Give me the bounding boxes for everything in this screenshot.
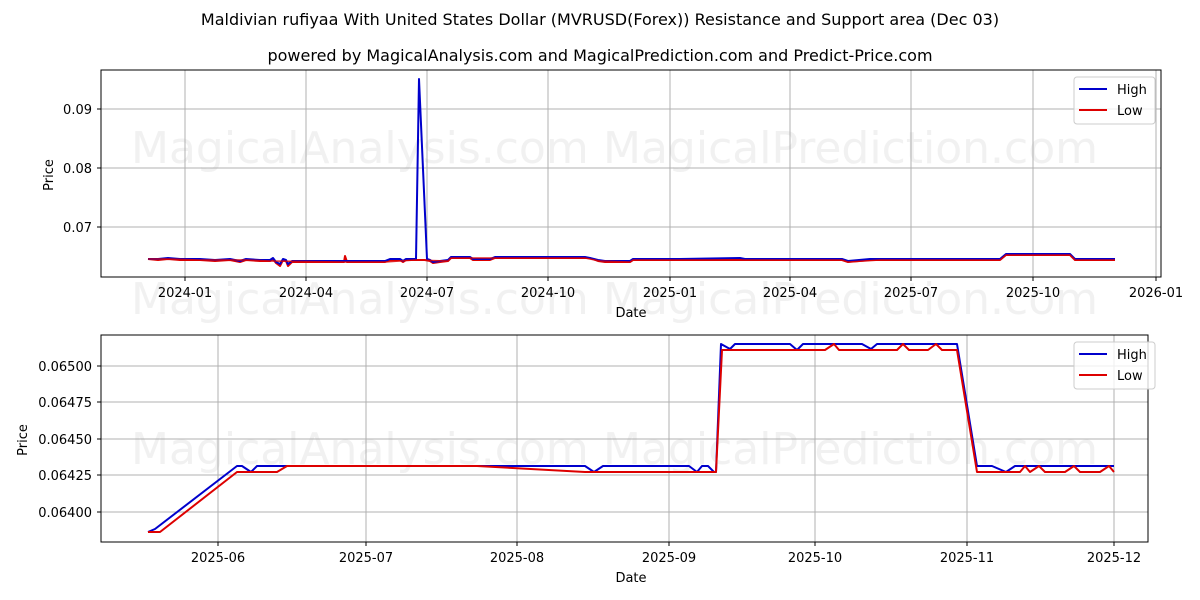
watermark: MagicalPrediction.com (603, 123, 1098, 174)
bottom-y-tick: 0.06425 (38, 469, 92, 484)
top-x-axis-label: Date (615, 306, 646, 321)
bottom-x-tick: 2025-10 (788, 551, 842, 566)
top-chart: MagicalAnalysis.com MagicalPrediction.co… (42, 69, 1183, 325)
top-legend: High Low (1073, 76, 1156, 125)
watermark: MagicalAnalysis.com (131, 123, 589, 174)
top-x-tick: 2024-01 (158, 286, 212, 301)
top-y-tick: 0.08 (63, 162, 92, 177)
watermark: MagicalAnalysis.com (131, 274, 589, 325)
bottom-x-tick: 2025-12 (1087, 551, 1141, 566)
watermark: MagicalAnalysis.com (131, 424, 589, 475)
legend-high-label: High (1117, 348, 1147, 363)
top-grid (101, 70, 1161, 277)
top-x-tick: 2026-01 (1129, 286, 1183, 301)
bottom-x-tick: 2025-11 (940, 551, 994, 566)
legend-high-label: High (1117, 83, 1147, 98)
bottom-x-tick: 2025-08 (490, 551, 544, 566)
top-x-tick: 2024-10 (521, 286, 575, 301)
bottom-y-tick: 0.06400 (38, 506, 92, 521)
bottom-legend: High Low (1073, 341, 1156, 390)
bottom-y-tick: 0.06500 (38, 360, 92, 375)
bottom-low-line (148, 343, 1115, 533)
bottom-chart: MagicalAnalysis.com MagicalPrediction.co… (16, 334, 1156, 586)
top-low-overlay (148, 254, 1115, 263)
top-x-tick: 2025-04 (763, 286, 817, 301)
top-x-tick: 2024-07 (400, 286, 454, 301)
top-y-tick: 0.09 (63, 103, 92, 118)
bottom-y-tick: 0.06450 (38, 433, 92, 448)
chart-subtitle: powered by MagicalAnalysis.com and Magic… (267, 46, 933, 65)
bottom-x-tick: 2025-09 (642, 551, 696, 566)
top-x-tick: 2025-10 (1006, 286, 1060, 301)
bottom-y-tick: 0.06475 (38, 396, 92, 411)
legend-low-label: Low (1117, 104, 1143, 119)
top-axes-frame (100, 69, 1162, 278)
top-high-line (148, 78, 1115, 265)
top-x-tick: 2025-01 (643, 286, 697, 301)
top-x-tick: 2025-07 (884, 286, 938, 301)
watermark: MagicalPrediction.com (603, 274, 1098, 325)
bottom-grid (101, 335, 1148, 542)
top-y-axis-label: Price (42, 159, 57, 191)
chart-title: Maldivian rufiyaa With United States Dol… (200, 10, 1000, 29)
bottom-x-axis-label: Date (615, 571, 646, 586)
top-x-tick: 2024-04 (279, 286, 333, 301)
top-y-tick: 0.07 (63, 221, 92, 236)
bottom-x-tick: 2025-06 (191, 551, 245, 566)
legend-low-label: Low (1117, 369, 1143, 384)
bottom-x-tick: 2025-07 (339, 551, 393, 566)
bottom-y-axis-label: Price (16, 424, 31, 456)
